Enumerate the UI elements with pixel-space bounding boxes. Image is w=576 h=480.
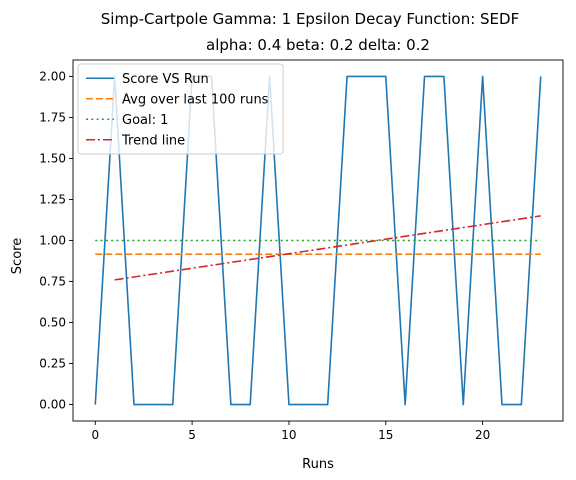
y-axis-label: Score: [10, 238, 25, 274]
x-tick-label: 10: [281, 428, 296, 442]
y-tick-label: 0.75: [39, 275, 66, 289]
legend-label: Avg over last 100 runs: [122, 92, 269, 107]
chart-subtitle: alpha: 0.4 beta: 0.2 delta: 0.2: [206, 36, 430, 54]
y-tick-label: 1.00: [39, 234, 66, 248]
series-line-trend-line: [115, 216, 541, 280]
x-axis-label: Runs: [302, 457, 334, 472]
y-tick-label: 1.25: [39, 192, 66, 206]
y-tick-label: 1.50: [39, 151, 66, 165]
x-tick-label: 0: [91, 428, 99, 442]
legend-label: Score VS Run: [122, 72, 209, 87]
legend-label: Goal: 1: [122, 113, 168, 128]
y-tick-label: 1.75: [39, 110, 66, 124]
chart-title: Simp-Cartpole Gamma: 1 Epsilon Decay Fun…: [101, 10, 519, 28]
x-tick-label: 20: [475, 428, 490, 442]
y-tick-label: 0.00: [39, 398, 66, 412]
y-tick-label: 0.50: [39, 316, 66, 330]
x-tick-label: 5: [188, 428, 196, 442]
x-tick-label: 15: [378, 428, 393, 442]
y-tick-label: 2.00: [39, 69, 66, 83]
legend: Score VS Run Avg over last 100 runs Goal: …: [78, 64, 283, 154]
y-tick-label: 0.25: [39, 357, 66, 371]
legend-label: Trend line: [121, 133, 185, 148]
